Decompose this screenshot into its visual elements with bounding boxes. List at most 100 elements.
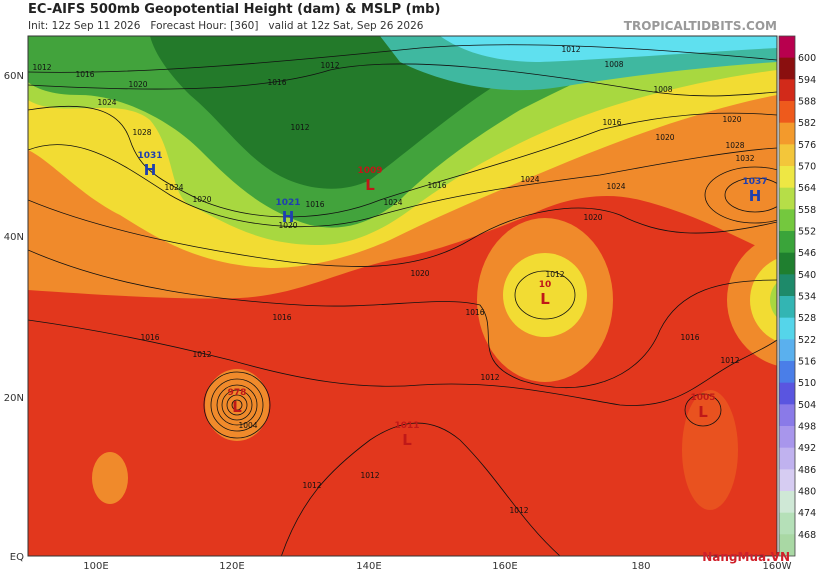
colorbar-label: 504: [798, 400, 816, 411]
watermark: NangMua.VN: [702, 550, 790, 564]
colorbar-label: 582: [798, 118, 816, 129]
colorbar-swatch: [779, 447, 795, 470]
isobar-label: 1012: [302, 481, 321, 490]
colorbar-swatch: [779, 36, 795, 59]
colorbar: 600 594 588 582 576 570 564 558 552 546 540 534 528 5…: [778, 35, 816, 557]
center-value: 1021: [275, 198, 300, 208]
isobar-label: 1012: [509, 506, 528, 515]
colorbar-label: 516: [798, 357, 816, 368]
center-value: 10: [539, 280, 552, 290]
isobar-label: 1004: [238, 421, 257, 430]
subtitle: Init: 12z Sep 11 2026 Forecast Hour: [36…: [28, 20, 424, 32]
colorbar-swatch: [779, 144, 795, 167]
isobar-label: 1012: [480, 373, 499, 382]
isobar-label: 1012: [290, 123, 309, 132]
colorbar-swatch: [779, 404, 795, 427]
colorbar-label: 492: [798, 443, 816, 454]
colorbar-label: 546: [798, 248, 816, 259]
center-value: 978: [228, 388, 247, 398]
isobar-label: 1008: [604, 60, 623, 69]
colorbar-swatch: [779, 469, 795, 492]
center-symbol: L: [232, 398, 242, 416]
colorbar-label: 588: [798, 97, 816, 108]
colorbar-swatch: [779, 79, 795, 102]
isobar-label: 1024: [520, 175, 539, 184]
center-symbol: H: [749, 187, 762, 205]
center-symbol: L: [698, 403, 708, 421]
isobar-label: 1032: [735, 154, 754, 163]
isobar-labels: 1012 1016 1020 1024 1028 1024 1020 1016 1012 1012…: [32, 45, 754, 515]
colorbar-swatch: [779, 231, 795, 254]
isobar-label: 1016: [680, 333, 699, 342]
isobar-label: 1020: [722, 115, 741, 124]
isobar-label: 1012: [360, 471, 379, 480]
isobar-label: 1020: [410, 269, 429, 278]
isobar-label: 1012: [320, 61, 339, 70]
colorbar-swatch: [779, 209, 795, 232]
center-symbol: L: [365, 176, 375, 194]
colorbar-swatch: [779, 317, 795, 340]
isobar-label: 1024: [164, 183, 183, 192]
isobar-label: 1020: [278, 221, 297, 230]
isobar-label: 1020: [128, 80, 147, 89]
colorbar-label: 480: [798, 487, 816, 498]
isobars: [28, 44, 777, 556]
isobar-label: 1012: [32, 63, 51, 72]
center-value: 1009: [357, 166, 382, 176]
lat-label: 20N: [4, 393, 24, 404]
colorbar-label: 540: [798, 270, 816, 281]
lon-label: 160W: [763, 561, 792, 572]
isobar-label: 1020: [583, 213, 602, 222]
colorbar-swatch: [779, 166, 795, 189]
colorbar-label: 528: [798, 313, 816, 324]
colorbar-swatch: [779, 534, 795, 556]
lon-label: 100E: [83, 561, 108, 572]
lat-label: 40N: [4, 232, 24, 243]
isobar-label: 1012: [561, 45, 580, 54]
map-frame: [27, 35, 778, 557]
title: EC-AIFS 500mb Geopotential Height (dam) …: [28, 2, 440, 17]
colorbar-label: 594: [798, 75, 816, 86]
center-symbol: L: [402, 431, 412, 449]
colorbar-label: 576: [798, 140, 816, 151]
colorbar-swatch: [779, 57, 795, 80]
colorbar-label: 468: [798, 530, 816, 541]
isobar-label: 1024: [97, 98, 116, 107]
isobar-label: 1016: [427, 181, 446, 190]
isobar-label: 1024: [606, 182, 625, 191]
lon-label: 160E: [492, 561, 517, 572]
colorbar-label: 486: [798, 465, 816, 476]
colorbar-label: 498: [798, 422, 816, 433]
isobar-label: 1012: [192, 350, 211, 359]
colorbar-label: 510: [798, 378, 816, 389]
colorbar-swatch: [779, 339, 795, 362]
colorbar-swatch: [779, 426, 795, 449]
colorbar-label: 522: [798, 335, 816, 346]
colorbar-label: 474: [798, 508, 816, 519]
isobar-label: 1008: [653, 85, 672, 94]
colorbar-swatch: [779, 187, 795, 210]
isobar-label: 1016: [267, 78, 286, 87]
lat-label: 60N: [4, 71, 24, 82]
lat-label: EQ: [10, 552, 24, 563]
colorbar-frame: [778, 35, 796, 557]
isobar-label: 1016: [305, 200, 324, 209]
colorbar-swatch: [779, 361, 795, 384]
lon-label: 140E: [356, 561, 381, 572]
colorbar-swatch: [779, 101, 795, 124]
isobar-label: 1028: [725, 141, 744, 150]
map-field: 1012 1016 1020 1024 1028 1024 1020 1016 1012 1012…: [28, 36, 777, 556]
colorbar-swatch: [779, 274, 795, 297]
colorbar-label: 570: [798, 162, 816, 173]
isobar-label: 1028: [132, 128, 151, 137]
isobar-label: 1016: [602, 118, 621, 127]
center-value: 1005: [690, 393, 715, 403]
center-value: 1011: [394, 421, 419, 431]
colorbar-label: 558: [798, 205, 816, 216]
isobar-label: 1024: [383, 198, 402, 207]
center-value: 1037: [742, 177, 767, 187]
isobar-label: 1012: [720, 356, 739, 365]
colorbar-swatch: [779, 252, 795, 275]
